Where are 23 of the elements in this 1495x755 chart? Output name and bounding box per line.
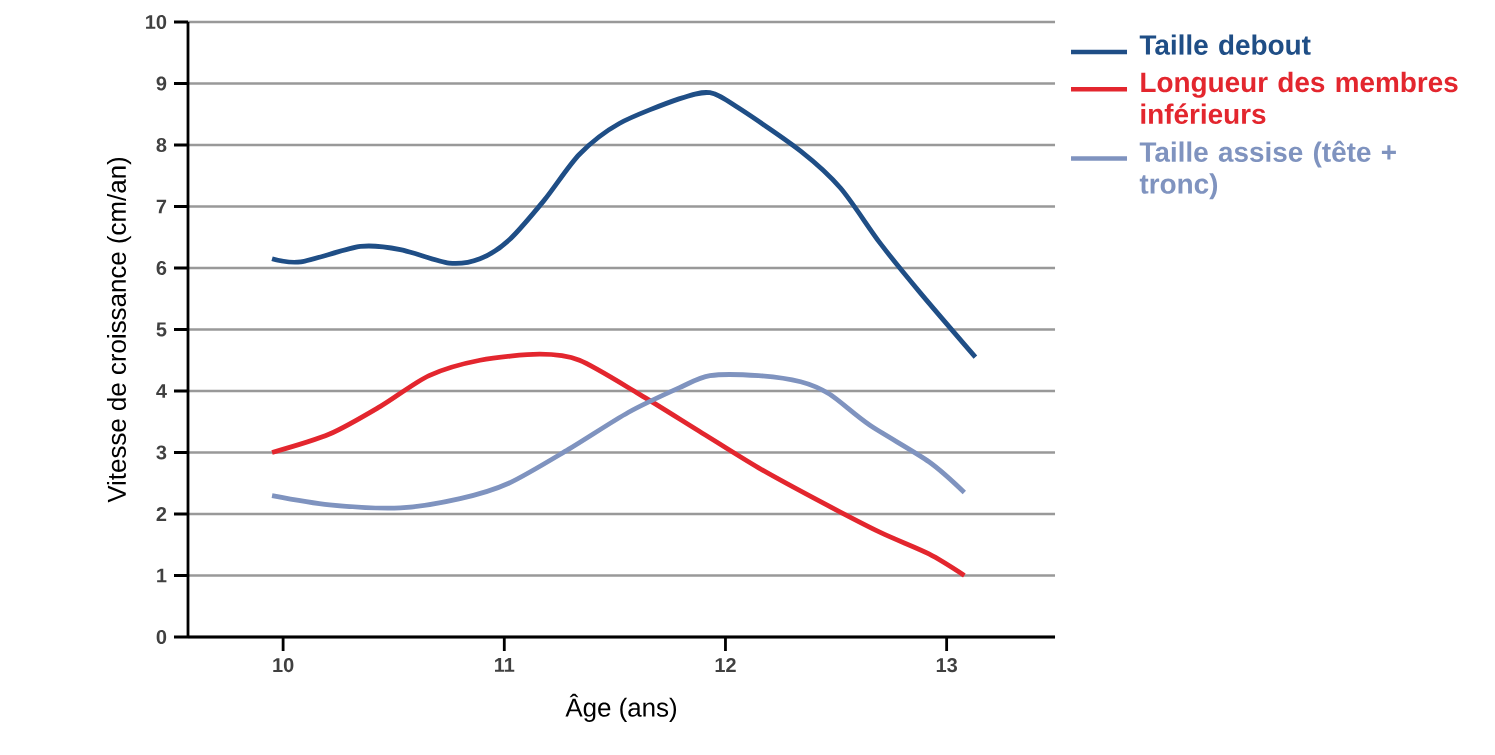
y-tick-label: 9: [156, 76, 167, 91]
x-tick-label: 12: [715, 658, 736, 672]
x-tick-label: 11: [495, 658, 515, 672]
legend-label: Taille assise (tête + tronc): [1139, 140, 1396, 200]
y-tick-label: 10: [146, 14, 167, 30]
y-tick-label: 3: [156, 445, 167, 460]
line-series: [269, 90, 978, 360]
x-tick-label: 13: [936, 658, 958, 673]
y-tick-label: 6: [156, 260, 167, 276]
y-tick-label: 1: [157, 568, 167, 583]
y-tick-label: 8: [156, 137, 167, 153]
y-tick-label: 4: [156, 384, 167, 398]
line-series: [269, 372, 967, 511]
y-tick-label: 0: [156, 629, 167, 645]
legend-label: Taille debout: [1139, 34, 1311, 55]
y-tick-label: 5: [156, 322, 167, 337]
x-axis-title: Âge (ans): [565, 693, 677, 722]
y-tick-label: 7: [156, 199, 167, 214]
line-series: [269, 351, 967, 578]
x-tick-label: 10: [273, 658, 294, 673]
y-tick-label: 2: [156, 507, 167, 521]
y-axis-title: Vitesse de croissance (cm/an): [106, 157, 132, 503]
legend-label: Longueur des membres inférieurs: [1141, 71, 1458, 125]
